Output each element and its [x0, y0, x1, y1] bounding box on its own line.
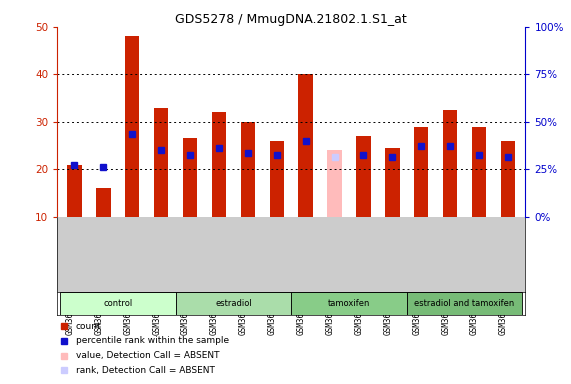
Bar [291, 291, 407, 315]
Bar [299, 74, 313, 217]
Text: estradiol and tamoxifen: estradiol and tamoxifen [415, 299, 514, 308]
Text: value, Detection Call = ABSENT: value, Detection Call = ABSENT [76, 351, 219, 360]
Bar [270, 141, 284, 217]
Bar [212, 113, 226, 217]
Text: tamoxifen: tamoxifen [328, 299, 370, 308]
Bar [327, 151, 342, 217]
Bar [240, 122, 255, 217]
Bar [443, 110, 457, 217]
Bar [125, 36, 139, 217]
Text: percentile rank within the sample: percentile rank within the sample [76, 336, 229, 345]
Text: estradiol: estradiol [215, 299, 252, 308]
Text: count: count [76, 322, 102, 331]
Bar [385, 148, 400, 217]
Bar [472, 127, 486, 217]
Text: rank, Detection Call = ABSENT: rank, Detection Call = ABSENT [76, 366, 215, 375]
Bar [407, 291, 522, 315]
Text: control: control [103, 299, 132, 308]
Bar [154, 108, 168, 217]
Bar [60, 291, 176, 315]
Bar [176, 291, 291, 315]
Bar [501, 141, 515, 217]
Bar [183, 139, 197, 217]
Bar [414, 127, 428, 217]
Title: GDS5278 / MmugDNA.21802.1.S1_at: GDS5278 / MmugDNA.21802.1.S1_at [175, 13, 407, 26]
Bar [356, 136, 371, 217]
Bar [67, 165, 82, 217]
Bar [96, 189, 111, 217]
